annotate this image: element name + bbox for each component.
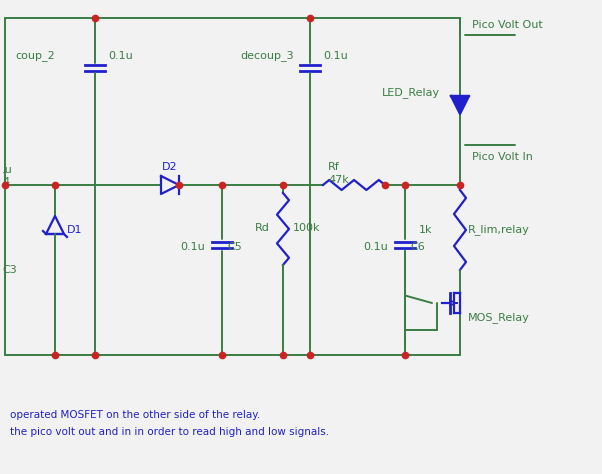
Text: 4: 4: [2, 177, 9, 187]
Text: Pico Volt Out: Pico Volt Out: [472, 20, 543, 30]
Text: 47k: 47k: [328, 175, 349, 185]
Text: .u: .u: [2, 165, 13, 175]
Text: LED_Relay: LED_Relay: [382, 88, 440, 99]
Text: C6: C6: [410, 242, 425, 252]
Text: C3: C3: [2, 265, 17, 275]
Polygon shape: [451, 96, 469, 114]
Text: the pico volt out and in in order to read high and low signals.: the pico volt out and in in order to rea…: [10, 427, 329, 437]
Text: R_lim,relay: R_lim,relay: [468, 225, 530, 236]
Text: D1: D1: [67, 225, 82, 235]
Text: 0.1u: 0.1u: [180, 242, 205, 252]
Text: 100k: 100k: [293, 223, 320, 233]
Text: Rf: Rf: [328, 162, 340, 172]
Text: 0.1u: 0.1u: [323, 51, 348, 61]
Text: C5: C5: [227, 242, 242, 252]
Text: coup_2: coup_2: [15, 51, 55, 62]
Text: operated MOSFET on the other side of the relay.: operated MOSFET on the other side of the…: [10, 410, 260, 420]
Text: 0.1u: 0.1u: [108, 51, 133, 61]
Text: D2: D2: [162, 162, 178, 172]
Text: Pico Volt In: Pico Volt In: [472, 152, 533, 162]
Text: 0.1u: 0.1u: [363, 242, 388, 252]
Text: Rd: Rd: [255, 223, 270, 233]
Text: 1k: 1k: [418, 225, 432, 235]
Text: decoup_3: decoup_3: [240, 51, 294, 62]
Text: MOS_Relay: MOS_Relay: [468, 312, 530, 323]
